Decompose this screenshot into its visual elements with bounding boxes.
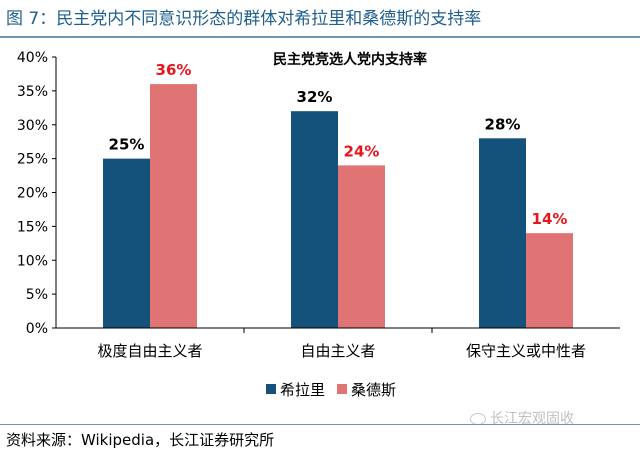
y-tick-label: 10% [17,253,48,269]
y-tick-label: 0% [26,321,48,337]
x-tick-label: 保守主义或中性者 [466,342,586,360]
x-axis: 极度自由主义者 自由主义者 保守主义或中性者 [97,328,586,360]
bar-sanders [526,233,573,328]
legend-swatch [266,384,276,394]
bar-sanders [150,84,197,328]
watermark: 长江宏观固收 [470,408,574,428]
source-note: 资料来源：Wikipedia，长江证券研究所 [6,431,275,449]
data-label: 32% [297,88,333,106]
legend-swatch [337,384,347,394]
legend: 希拉里 桑德斯 [266,381,396,399]
bar-chart: 民主党竞选人党内支持率 0% 5% 10% 15% 20% 25% 30% 35% 40% 25… [17,50,620,399]
y-axis: 0% 5% 10% 15% 20% 25% 30% 35% 40% [17,50,56,337]
data-label: 36% [156,61,192,79]
data-label: 24% [344,142,380,160]
bar-hillary [479,138,526,328]
watermark-text: 长江宏观固收 [490,411,574,427]
data-label: 14% [532,210,568,228]
bars-group [103,84,573,328]
figure-title: 图 7：民主党内不同意识形态的群体对希拉里和桑德斯的支持率 [6,9,482,29]
title-divider [0,36,640,38]
y-tick-label: 35% [17,84,48,100]
y-tick-label: 5% [26,287,48,303]
y-tick-label: 30% [17,118,48,134]
legend-label: 桑德斯 [351,381,396,399]
y-tick-label: 20% [17,186,48,202]
data-label: 28% [485,115,521,133]
bar-hillary [103,158,150,328]
data-labels: 25% 36% 32% 24% 28% 14% [109,61,568,228]
chart-title: 民主党竞选人党内支持率 [273,51,427,68]
x-tick-label: 极度自由主义者 [97,342,202,360]
bar-sanders [338,165,385,328]
x-tick-label: 自由主义者 [300,342,375,360]
data-label: 25% [109,136,145,154]
y-tick-label: 15% [17,219,48,235]
y-tick-label: 40% [17,50,48,66]
source-divider [0,424,640,425]
y-tick-label: 25% [17,152,48,168]
legend-label: 希拉里 [280,381,325,399]
bar-hillary [291,111,338,328]
